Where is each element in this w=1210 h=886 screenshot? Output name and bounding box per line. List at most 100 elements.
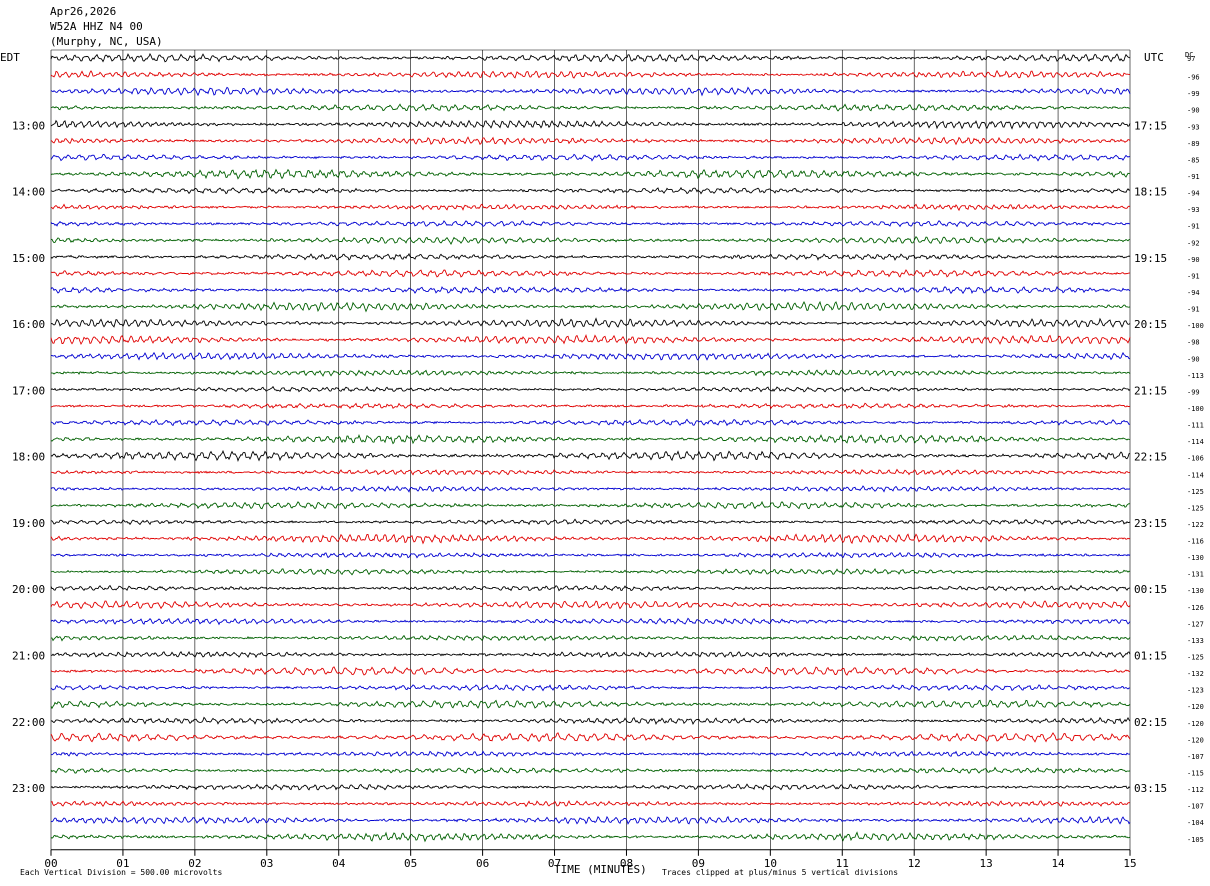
dc-offset-label: -116 <box>1187 538 1204 546</box>
dc-offset-labels: 97 -96 -99 -90 -93 -89 -85 -91 -94 -93 -91 -92 -90 -9… <box>1187 55 1204 844</box>
x-tick-label: 14 <box>1051 857 1065 870</box>
trace-line <box>50 236 1131 245</box>
dc-offset-label: -130 <box>1187 554 1204 562</box>
trace-line <box>50 766 1131 774</box>
seismic-traces <box>50 52 1131 843</box>
dc-header-label: DC <box>1185 51 1193 59</box>
trace-line <box>50 418 1131 427</box>
right-hour-label: 21:15 <box>1134 384 1167 397</box>
trace-line <box>50 317 1131 328</box>
x-tick-label: 11 <box>836 857 849 870</box>
trace-line <box>50 815 1131 825</box>
trace-line <box>50 86 1131 97</box>
trace-line <box>50 732 1131 743</box>
trace-line <box>50 220 1130 228</box>
trace-line <box>50 286 1131 295</box>
trace-line <box>50 684 1131 692</box>
dc-offset-label: -104 <box>1187 819 1204 827</box>
trace-line <box>50 568 1131 576</box>
x-tick-label: 01 <box>116 857 129 870</box>
dc-offset-label: -131 <box>1187 571 1204 579</box>
left-hour-label: 17:00 <box>12 384 45 397</box>
dc-offset-label: -105 <box>1187 836 1204 844</box>
right-hour-label: 19:15 <box>1134 252 1167 265</box>
trace-line <box>51 500 1131 510</box>
dc-offset-label: -111 <box>1187 422 1204 430</box>
dc-offset-label: -126 <box>1187 604 1204 612</box>
header-station: W52A HHZ N4 00 <box>50 20 143 33</box>
left-hour-label: 20:00 <box>12 583 45 596</box>
trace-line <box>50 650 1131 659</box>
trace-line <box>50 699 1131 710</box>
trace-line <box>50 617 1131 626</box>
dc-offset-label: -132 <box>1187 670 1204 678</box>
left-hour-label: 13:00 <box>12 119 45 132</box>
trace-line <box>50 518 1131 526</box>
dc-offset-label: 97 <box>1187 55 1195 63</box>
dc-offset-label: -90 <box>1187 355 1200 363</box>
trace-line <box>50 783 1131 791</box>
trace-line <box>50 551 1131 559</box>
dc-offset-label: -133 <box>1187 637 1204 645</box>
dc-offset-label: -89 <box>1187 140 1200 148</box>
trace-line <box>50 831 1131 843</box>
x-tick-label: 12 <box>908 857 921 870</box>
dc-offset-label: -99 <box>1187 388 1200 396</box>
dc-offset-label: -125 <box>1187 488 1204 496</box>
trace-line <box>50 300 1131 313</box>
dc-offset-label: -93 <box>1187 123 1200 131</box>
x-tick-label: 08 <box>620 857 633 870</box>
right-hour-label: 23:15 <box>1134 517 1167 530</box>
trace-line <box>50 434 1131 445</box>
trace-line <box>50 584 1131 592</box>
dc-offset-label: -100 <box>1187 322 1204 330</box>
trace-line <box>50 103 1131 112</box>
trace-line <box>50 716 1131 726</box>
trace-line <box>50 449 1131 462</box>
x-tick-label: 03 <box>260 857 273 870</box>
x-tick-label: 02 <box>188 857 201 870</box>
trace-line <box>50 153 1131 162</box>
trace-line <box>50 600 1131 610</box>
right-hour-label: 03:15 <box>1134 782 1167 795</box>
trace-line <box>50 269 1131 278</box>
x-axis: 00 01 02 03 04 05 06 07 08 09 10 11 12 13 14 15 <box>44 849 1137 870</box>
trace-line <box>50 351 1131 361</box>
dc-offset-label: -130 <box>1187 587 1204 595</box>
dc-offset-label: -122 <box>1187 521 1204 529</box>
trace-line <box>50 533 1131 545</box>
x-tick-label: 00 <box>44 857 57 870</box>
left-hour-label: 23:00 <box>12 782 45 795</box>
x-tick-label: 09 <box>692 857 705 870</box>
trace-line <box>50 750 1131 757</box>
x-tick-label: 10 <box>764 857 777 870</box>
trace-line <box>50 203 1131 212</box>
dc-offset-label: -123 <box>1187 687 1204 695</box>
dc-offset-label: -107 <box>1187 803 1204 811</box>
right-hour-label: 17:15 <box>1134 119 1167 132</box>
dc-offset-label: -125 <box>1187 654 1204 662</box>
trace-line <box>50 666 1131 676</box>
dc-offset-label: -120 <box>1187 736 1204 744</box>
trace-line <box>50 333 1131 346</box>
dc-offset-label: -92 <box>1187 239 1200 247</box>
right-hour-labels: 17:15 18:15 19:15 20:15 21:15 22:15 23:15 00:15… <box>1134 119 1167 795</box>
header-location: (Murphy, NC, USA) <box>50 35 163 48</box>
dc-offset-label: -106 <box>1187 455 1204 463</box>
dc-offset-label: -100 <box>1187 405 1204 413</box>
dc-offset-label: -91 <box>1187 173 1200 181</box>
trace-line <box>50 468 1131 476</box>
x-tick-label: 13 <box>980 857 993 870</box>
right-hour-label: 01:15 <box>1134 650 1167 663</box>
left-hour-label: 14:00 <box>12 186 45 199</box>
trace-line <box>50 168 1131 180</box>
left-hour-label: 22:00 <box>12 716 45 729</box>
dc-offset-label: -93 <box>1187 206 1200 214</box>
right-hour-label: 20:15 <box>1134 318 1167 331</box>
dc-offset-label: -115 <box>1187 770 1204 778</box>
grid-lines <box>50 49 1131 851</box>
dc-offset-label: -112 <box>1187 786 1204 794</box>
trace-line <box>50 800 1131 808</box>
dc-offset-label: -114 <box>1187 438 1204 446</box>
